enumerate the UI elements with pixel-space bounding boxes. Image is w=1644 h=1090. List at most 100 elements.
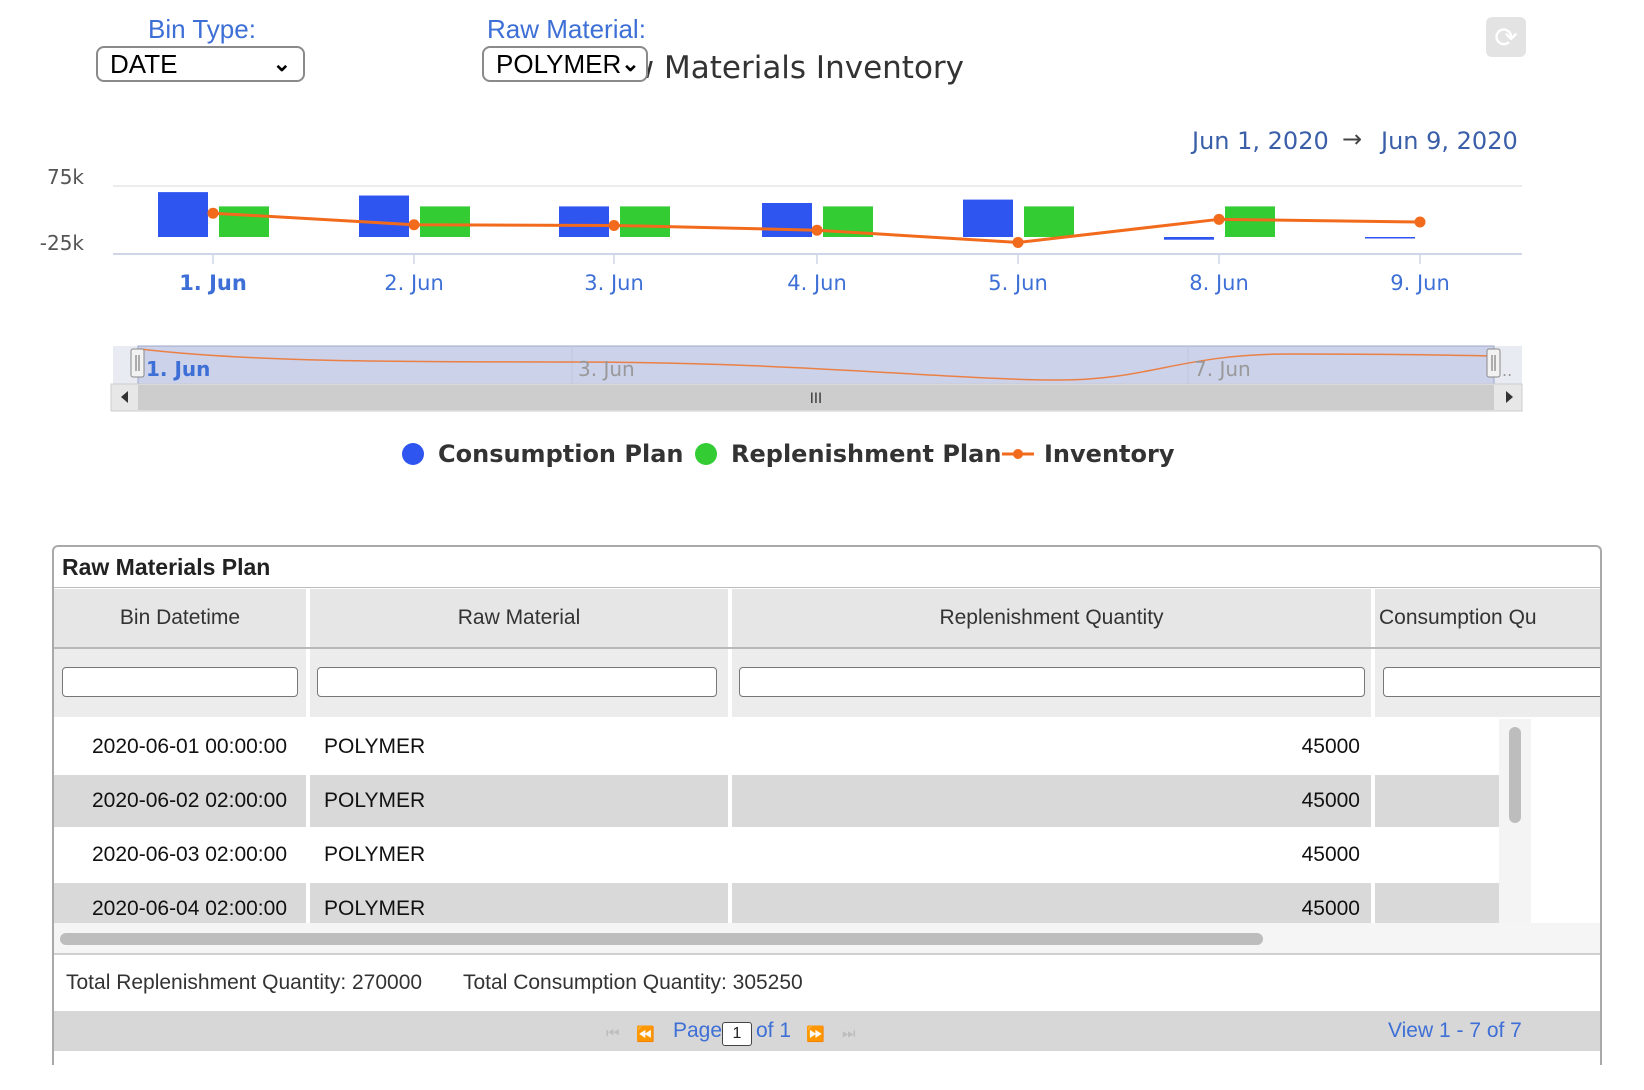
cell-raw-material: POLYMER <box>324 789 426 812</box>
row-cell-bg <box>1375 775 1499 827</box>
legend-label: Replenishment Plan <box>731 440 1002 468</box>
bar-consumption <box>158 192 208 237</box>
page-input[interactable]: 1 <box>722 1022 752 1046</box>
footer-divider <box>54 953 1600 955</box>
column-header-replenishment-quantity[interactable]: Replenishment Quantity <box>732 589 1371 647</box>
point-inventory <box>207 207 219 219</box>
raw-material-label: Raw Material: <box>487 14 646 44</box>
table-row[interactable] <box>54 775 306 827</box>
navigator-ellipsis: .. <box>1502 361 1512 380</box>
filter-input-consumption[interactable] <box>1383 667 1600 697</box>
x-tick-label: 4. Jun <box>787 271 847 295</box>
table-row[interactable] <box>54 829 1499 881</box>
bar-consumption <box>1365 237 1415 239</box>
bin-type-select[interactable]: DATE ⌄ <box>96 46 305 82</box>
filter-input-raw-material[interactable] <box>317 667 717 697</box>
cell-bin-datetime: 2020-06-03 02:00:00 <box>92 843 287 866</box>
point-inventory <box>608 219 620 231</box>
bin-type-label: Bin Type: <box>148 14 256 44</box>
range-to[interactable]: Jun 9, 2020 <box>1381 127 1518 155</box>
y-tick-label: 75k <box>47 165 84 189</box>
vertical-scroll-thumb[interactable] <box>1509 727 1521 823</box>
navigator-window <box>137 345 1495 385</box>
grid-caption: Raw Materials Plan <box>54 547 1600 588</box>
bin-type-value: DATE <box>110 48 178 79</box>
prev-page-icon[interactable]: ⏪ <box>636 1026 655 1043</box>
last-page-icon[interactable]: ⏭ <box>842 1025 856 1042</box>
bar-consumption <box>1164 237 1214 240</box>
chevron-down-icon: ⌄ <box>272 51 291 76</box>
x-tick-label: 9. Jun <box>1390 271 1450 295</box>
header-divider <box>54 647 1600 649</box>
column-header-bin-datetime[interactable]: Bin Datetime <box>54 589 306 647</box>
raw-material-select[interactable]: POLYMER ⌄ <box>482 46 648 82</box>
first-page-icon[interactable]: ⏮ <box>606 1025 620 1042</box>
cell-replenishment: 45000 <box>1301 843 1360 866</box>
cell-replenishment: 45000 <box>1301 897 1360 920</box>
navigator-label: 3. Jun <box>578 357 635 381</box>
cell-bin-datetime: 2020-06-04 02:00:00 <box>92 897 287 920</box>
cell-replenishment: 45000 <box>1301 789 1360 812</box>
x-tick-label: 1. Jun <box>179 271 247 295</box>
total-consumption: Total Consumption Quantity: 305250 <box>463 971 803 994</box>
view-records-label: View 1 - 7 of 7 <box>1388 1019 1522 1042</box>
navigator-label: 1. Jun <box>146 357 210 381</box>
cell-raw-material: POLYMER <box>324 897 426 920</box>
bar-consumption <box>359 195 409 237</box>
total-replenishment: Total Replenishment Quantity: 270000 <box>66 971 423 994</box>
column-header-consumption-quantity[interactable]: Consumption Qu <box>1375 589 1600 647</box>
refresh-icon[interactable]: ⟳ <box>1486 17 1526 57</box>
cell-replenishment: 45000 <box>1301 735 1360 758</box>
page-label: Page <box>673 1019 723 1042</box>
point-inventory <box>408 219 420 231</box>
page-of-label: of 1 <box>756 1019 792 1042</box>
x-tick-label: 3. Jun <box>584 271 644 295</box>
raw-material-value: POLYMER <box>496 48 622 79</box>
column-header-raw-material[interactable]: Raw Material <box>310 589 728 647</box>
cell-bin-datetime: 2020-06-01 00:00:00 <box>92 735 287 758</box>
x-tick-label: 2. Jun <box>384 271 444 295</box>
legend-replenishment[interactable]: Replenishment Plan <box>695 440 1001 468</box>
raw-materials-grid: Raw Materials Plan Bin Datetime Raw Mate… <box>52 545 1602 1065</box>
bar-replenishment <box>420 206 470 237</box>
filter-input-replenishment[interactable] <box>739 667 1365 697</box>
cell-raw-material: POLYMER <box>324 843 426 866</box>
legend-label: Inventory <box>1044 440 1175 468</box>
legend-line-icon <box>1002 449 1034 459</box>
range-arrow: → <box>1342 125 1363 153</box>
bar-replenishment <box>219 206 269 237</box>
chevron-down-icon: ⌄ <box>621 51 640 76</box>
y-tick-label: -25k <box>40 231 85 255</box>
cell-bin-datetime: 2020-06-02 02:00:00 <box>92 789 287 812</box>
bar-replenishment <box>1024 206 1074 237</box>
row-cell-bg <box>1375 883 1499 923</box>
table-row[interactable] <box>54 883 306 923</box>
point-inventory <box>1213 213 1225 225</box>
row-cell-bg <box>732 883 1371 923</box>
legend-consumption[interactable]: Consumption Plan <box>402 440 683 468</box>
legend-inventory[interactable]: Inventory <box>1002 440 1174 468</box>
point-inventory <box>811 224 823 236</box>
horizontal-scroll-thumb[interactable] <box>60 933 1263 945</box>
point-inventory <box>1414 216 1426 228</box>
chart-title: Raw Materials Inventory <box>588 50 964 86</box>
filter-input-bin-datetime[interactable] <box>62 667 298 697</box>
cell-raw-material: POLYMER <box>324 735 426 758</box>
row-cell-bg <box>310 775 728 827</box>
scroll-grip: III <box>810 391 822 407</box>
main-chart: 75k -25k 1. Jun 2. Jun 3. Jun 4. Jun 5. Jun 8… <box>40 165 1522 295</box>
range-from[interactable]: Jun 1, 2020 <box>1192 127 1329 155</box>
navigator-scroll-thumb <box>138 385 1494 410</box>
legend-label: Consumption Plan <box>438 440 684 468</box>
table-row[interactable] <box>54 721 1499 773</box>
legend-swatch-consumption <box>402 443 424 465</box>
row-cell-bg <box>732 775 1371 827</box>
bar-consumption <box>762 203 812 237</box>
x-tick-label: 8. Jun <box>1189 271 1249 295</box>
x-tick-label: 5. Jun <box>988 271 1048 295</box>
navigator[interactable]: 1. Jun 3. Jun 7. Jun .. III <box>0 340 1644 415</box>
navigator-handle-left <box>130 348 145 378</box>
pager <box>54 1011 1600 1051</box>
legend-swatch-replenishment <box>695 443 717 465</box>
next-page-icon[interactable]: ⏩ <box>806 1026 825 1043</box>
